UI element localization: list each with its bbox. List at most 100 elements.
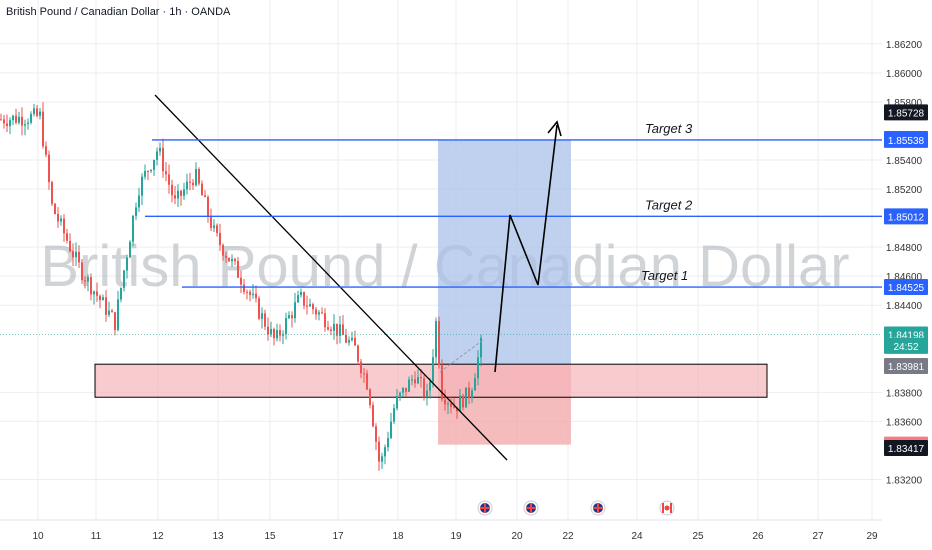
candle-body [180, 190, 182, 196]
candle-body [9, 120, 11, 127]
candle-body [27, 122, 29, 125]
candle-body [165, 171, 167, 175]
candle-body [357, 345, 359, 362]
candle-body [261, 313, 263, 319]
candle-body [456, 407, 458, 412]
candle-body [297, 295, 299, 303]
ca-flag-icon[interactable] [659, 500, 675, 516]
candle-body [195, 168, 197, 186]
candle-body [411, 379, 413, 381]
y-tick-label: 1.83600 [886, 417, 923, 428]
candle-body [183, 189, 185, 196]
candle-body [366, 373, 368, 390]
target-zone [438, 139, 571, 367]
y-tick-label: 1.83200 [886, 475, 923, 486]
x-tick-label: 15 [264, 531, 276, 542]
candle-body [438, 321, 440, 365]
candle-body [162, 147, 164, 172]
candle-body [57, 213, 59, 222]
candle-body [132, 215, 134, 242]
candle-body [60, 218, 62, 222]
y-tick-label: 1.84800 [886, 243, 923, 254]
candle-body [294, 302, 296, 319]
price-label: 1.84198 [888, 331, 925, 342]
candle-body [435, 321, 437, 358]
x-tick-label: 24 [631, 531, 643, 542]
gb-flag-icon[interactable] [477, 500, 493, 516]
candle-body [303, 291, 305, 306]
candle-body [33, 108, 35, 115]
candle-body [312, 304, 314, 310]
candle-body [324, 313, 326, 328]
price-label-box [884, 104, 928, 121]
candle-body [66, 233, 68, 241]
candle-body [168, 174, 170, 185]
y-tick-label: 1.84600 [886, 272, 923, 283]
y-tick-label: 1.86000 [886, 69, 923, 80]
candle-body [156, 151, 158, 160]
target-level-label: Target 1 [641, 268, 688, 283]
candle-body [471, 390, 473, 399]
candle-body [177, 190, 179, 199]
candle-body [363, 373, 365, 375]
candle-body [384, 447, 386, 457]
candle-body [450, 403, 452, 407]
candle-body [192, 182, 194, 186]
trendline [154, 94, 508, 461]
candle-body [477, 357, 479, 379]
candle-body [69, 240, 71, 252]
candle-body [480, 337, 482, 358]
chart-title: British Pound / Canadian Dollar · 1h · O… [6, 6, 231, 18]
candle-body [420, 377, 422, 379]
candle-body [291, 315, 293, 319]
candle-body [348, 340, 350, 343]
y-tick-label: 1.84400 [886, 301, 923, 312]
candle-body [429, 381, 431, 391]
candle-body [54, 203, 56, 214]
x-tick-label: 10 [32, 531, 44, 542]
candle-body [102, 297, 104, 301]
candle-body [129, 241, 131, 258]
gb-flag-icon[interactable] [590, 500, 606, 516]
candle-body [87, 277, 89, 282]
price-label: 24:52 [893, 342, 918, 353]
candle-body [387, 438, 389, 448]
gb-flag-icon[interactable] [523, 500, 539, 516]
candle-body [96, 291, 98, 296]
x-tick-label: 22 [562, 531, 574, 542]
candle-body [474, 378, 476, 391]
candle-body [198, 168, 200, 184]
candle-body [453, 406, 455, 408]
candle-body [159, 147, 161, 152]
candle-body [360, 361, 362, 374]
candle-body [417, 377, 419, 384]
candle-body [228, 257, 230, 262]
x-tick-label: 12 [152, 531, 164, 542]
candle-body [237, 261, 239, 278]
candle-body [399, 392, 401, 397]
candle-body [204, 195, 206, 197]
candle-body [105, 297, 107, 315]
candle-body [279, 329, 281, 336]
candle-body [465, 387, 467, 408]
candle-body [174, 195, 176, 199]
price-label-box [884, 208, 928, 225]
x-tick-label: 13 [212, 531, 224, 542]
candle-body [21, 116, 23, 126]
candle-body [78, 251, 80, 263]
candle-body [339, 324, 341, 336]
candle-body [414, 379, 416, 384]
candle-body [147, 171, 149, 173]
candle-body [306, 305, 308, 307]
candle-body [117, 299, 119, 330]
candle-body [219, 232, 221, 246]
candle-body [264, 313, 266, 327]
candle-body [246, 291, 248, 293]
candle-body [327, 327, 329, 330]
candle-body [189, 181, 191, 183]
candle-body [126, 257, 128, 271]
x-tick-label: 27 [812, 531, 824, 542]
x-tick-label: 19 [450, 531, 462, 542]
